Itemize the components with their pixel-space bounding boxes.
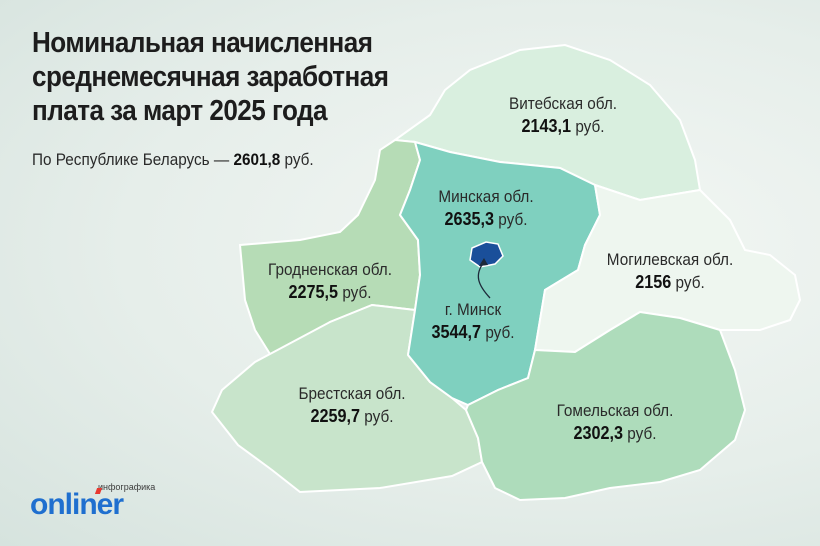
label-grodno: Гродненская обл. 2275,5 руб. (268, 259, 392, 304)
label-gomel-name: Гомельская обл. (556, 401, 674, 420)
label-mogilev-unit: руб. (671, 273, 705, 292)
minsk-city-arrow-head (479, 258, 488, 266)
title-line-2: среднемесячная заработная (32, 61, 389, 93)
label-brest-unit: руб. (360, 407, 394, 426)
region-gomel[interactable] (464, 310, 747, 502)
country-average-unit: руб. (280, 150, 314, 169)
page-title: Номинальная начисленная среднемесячная з… (32, 26, 410, 128)
label-minsk-city-unit: руб. (481, 323, 515, 342)
label-mogilev-value: 2156 (635, 272, 672, 292)
label-gomel-unit: руб. (623, 424, 657, 443)
label-minsk-obl: Минская обл. 2635,3 руб. (438, 186, 533, 231)
label-brest-name: Брестская обл. (298, 384, 406, 403)
label-minsk-city-name: г. Минск (444, 300, 502, 319)
label-brest: Брестская обл. 2259,7 руб. (298, 383, 405, 428)
label-mogilev-name: Могилевская обл. (606, 250, 734, 269)
label-brest-value: 2259,7 (310, 406, 361, 426)
label-gomel: Гомельская обл. 2302,3 руб. (557, 400, 674, 445)
label-gomel-value: 2302,3 (573, 423, 624, 443)
label-minsk-city-value: 3544,7 (431, 322, 482, 342)
label-grodno-value: 2275,5 (288, 282, 339, 302)
country-average-prefix: По Республике Беларусь — (32, 150, 234, 169)
label-minsk-obl-name: Минская обл. (438, 187, 534, 206)
label-mogilev: Могилевская обл. 2156 руб. (607, 249, 733, 294)
label-minsk-obl-unit: руб. (494, 210, 528, 229)
logo-caption: инфографика (98, 482, 156, 492)
label-minsk-obl-value: 2635,3 (444, 209, 495, 229)
label-vitebsk: Витебская обл. 2143,1 руб. (509, 93, 617, 138)
logo-brand: onliner (30, 488, 124, 521)
label-minsk-city: г. Минск 3544,7 руб. (432, 299, 515, 344)
region-minsk-city[interactable] (469, 241, 504, 268)
country-average: По Республике Беларусь — 2601,8 руб. (32, 150, 314, 170)
label-grodno-name: Гродненская обл. (268, 260, 392, 279)
label-vitebsk-unit: руб. (571, 117, 605, 136)
title-line-1: Номинальная начисленная (32, 27, 373, 59)
label-grodno-unit: руб. (338, 283, 372, 302)
label-vitebsk-value: 2143,1 (521, 116, 572, 136)
title-line-3: плата за март 2025 года (32, 95, 328, 127)
label-vitebsk-name: Витебская обл. (508, 94, 618, 113)
country-average-value: 2601,8 (233, 150, 281, 169)
